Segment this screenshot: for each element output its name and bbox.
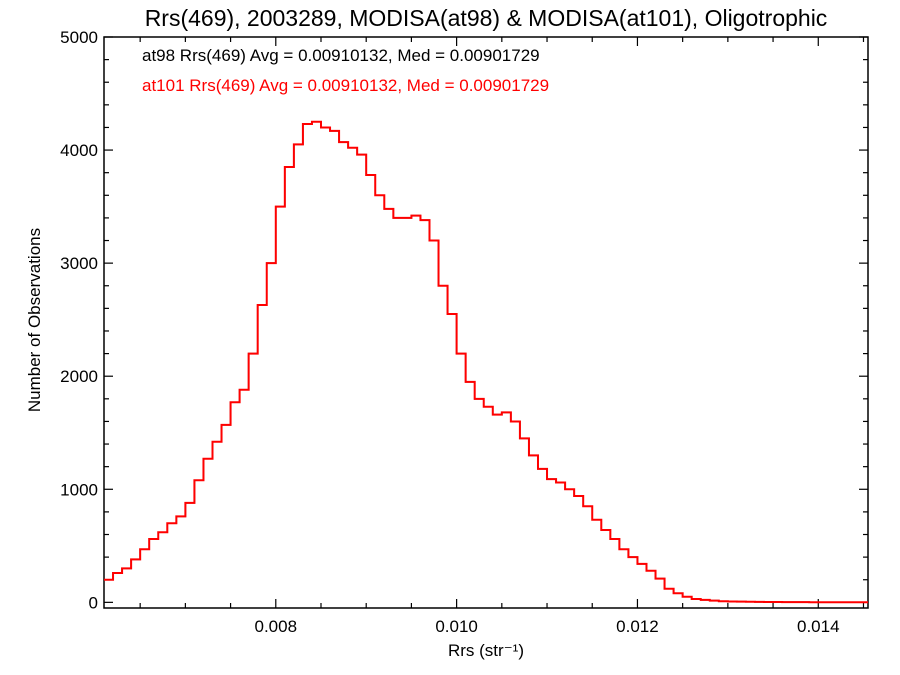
y-axis-label: Number of Observations bbox=[25, 228, 44, 412]
series-line-0 bbox=[104, 121, 868, 603]
y-tick-label: 3000 bbox=[60, 254, 98, 273]
plot-frame bbox=[103, 36, 869, 609]
x-tick-label: 0.008 bbox=[255, 617, 298, 636]
x-axis: 0.008 0.010 0.012 0.014 bbox=[139, 37, 865, 636]
series-layer bbox=[104, 120, 868, 604]
y-tick-label: 5000 bbox=[60, 28, 98, 47]
x-axis-label: Rrs (str⁻¹) bbox=[448, 641, 524, 660]
y-axis: 0 1000 2000 3000 4000 5000 bbox=[60, 28, 868, 612]
y-tick-label: 4000 bbox=[60, 141, 98, 160]
y-tick-label: 2000 bbox=[60, 367, 98, 386]
chart-title: Rrs(469), 2003289, MODISA(at98) & MODISA… bbox=[145, 5, 828, 31]
annotation-at101: at101 Rrs(469) Avg = 0.00910132, Med = 0… bbox=[142, 76, 549, 95]
x-tick-label: 0.010 bbox=[435, 617, 478, 636]
y-tick-label: 1000 bbox=[60, 480, 98, 499]
series-line-1 bbox=[104, 120, 868, 604]
annotation-at98: at98 Rrs(469) Avg = 0.00910132, Med = 0.… bbox=[142, 46, 540, 65]
y-tick-label: 0 bbox=[89, 593, 98, 612]
x-tick-label: 0.014 bbox=[797, 617, 840, 636]
x-tick-label: 0.012 bbox=[616, 617, 659, 636]
